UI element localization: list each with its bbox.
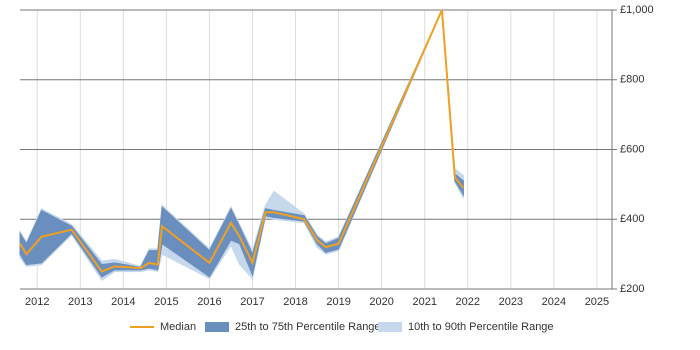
x-tick-label: 2016 [197,296,221,308]
y-tick-label: £800 [620,74,644,86]
x-tick-label: 2017 [240,296,264,308]
x-tick-label: 2012 [25,296,49,308]
x-tick-label: 2022 [456,296,480,308]
y-tick-label: £1,000 [620,4,654,16]
legend-swatch [205,322,229,332]
x-tick-label: 2025 [585,296,609,308]
legend-label: 25th to 75th Percentile Range [235,321,381,333]
y-tick-label: £600 [620,143,644,155]
x-tick-label: 2018 [283,296,307,308]
legend-swatch [378,322,402,332]
x-tick-label: 2014 [111,296,135,308]
legend-label: 10th to 90th Percentile Range [408,321,554,333]
x-tick-label: 2019 [326,296,350,308]
x-tick-label: 2023 [499,296,523,308]
percentile-band [19,9,464,278]
x-tick-label: 2013 [68,296,92,308]
x-tick-label: 2015 [154,296,178,308]
x-tick-label: 2020 [369,296,393,308]
y-tick-label: £400 [620,213,644,225]
x-tick-label: 2021 [412,296,436,308]
legend-label: Median [160,321,196,333]
x-tick-label: 2024 [542,296,566,308]
y-tick-label: £200 [620,283,644,295]
median-line [19,9,465,273]
